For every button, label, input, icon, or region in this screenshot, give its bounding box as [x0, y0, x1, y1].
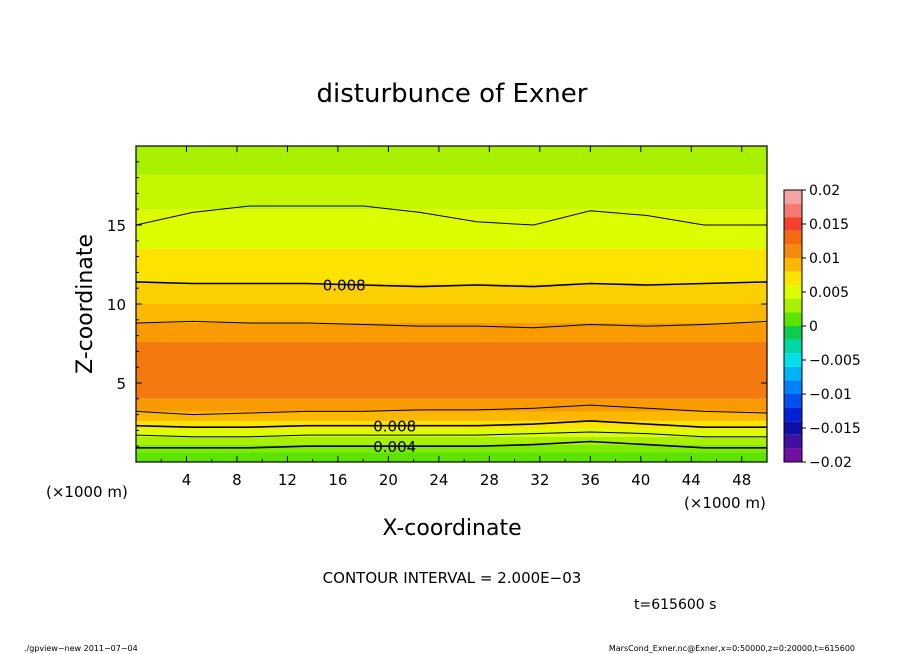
contour-line-4 [136, 420, 767, 429]
colorbar-tick-label-8: −0.02 [809, 455, 852, 471]
colorbar-swatch-10 [784, 326, 802, 340]
colorbar-tick-label-6: −0.01 [809, 387, 852, 403]
contour-band-9 [136, 304, 767, 323]
colorbar-swatch-5 [784, 258, 802, 272]
contour-label-6: 0.004 [373, 438, 416, 456]
colorbar-swatch-14 [784, 380, 802, 394]
contour-label-4: 0.008 [373, 418, 416, 436]
x-axis-unit-left: (×1000 m) [46, 483, 128, 501]
contour-band-5 [136, 411, 767, 421]
filled-contour-bands [136, 146, 767, 462]
x-tick-label-5: 24 [429, 471, 448, 489]
colorbar-swatch-19 [784, 448, 802, 462]
colorbar-swatch-16 [784, 407, 802, 422]
colorbar-swatch-6 [784, 271, 802, 286]
x-tick-label-0: 4 [182, 471, 192, 489]
colorbar-tick-label-2: 0.01 [809, 251, 840, 267]
footer-left-note: ./gpview−new 2011−07−04 [24, 644, 138, 653]
colorbar-swatch-7 [784, 285, 802, 299]
time-note: t=615600 s [634, 597, 716, 613]
chart-title: disturbunce of Exner [317, 79, 588, 109]
contour-lines [136, 205, 767, 449]
contour-labels: 0.008 0.008 0.004 [323, 277, 416, 457]
contour-band-4 [136, 420, 767, 429]
colorbar-tick-label-3: 0.005 [809, 285, 849, 301]
y-tick-label-1: 10 [107, 296, 126, 314]
plot-area [136, 146, 767, 462]
colorbar-tick-label-0: 0.02 [809, 183, 840, 199]
contour-label-1: 0.008 [323, 277, 366, 295]
contour-line-1 [136, 281, 767, 288]
colorbar-tick-label-5: −0.005 [809, 353, 861, 369]
colorbar-swatch-12 [784, 353, 802, 367]
colorbar-swatch-15 [784, 394, 802, 408]
x-tick-label-10: 44 [682, 471, 701, 489]
x-tick-label-9: 40 [631, 471, 650, 489]
y-axis-label: Z-coordinate [73, 234, 98, 374]
y-tick-label-2: 15 [107, 217, 126, 235]
contour-band-1 [136, 444, 767, 453]
y-tick-label-0: 5 [116, 375, 126, 393]
contour-band-11 [136, 248, 767, 284]
contour-band-13 [136, 174, 767, 210]
contour-band-10 [136, 283, 767, 304]
contour-band-6 [136, 398, 767, 412]
x-axis-label: X-coordinate [382, 516, 521, 541]
x-tick-label-2: 12 [278, 471, 297, 489]
colorbar-swatch-9 [784, 312, 802, 326]
colorbar-swatch-18 [784, 434, 802, 449]
contour-line-3 [136, 404, 767, 416]
x-tick-label-4: 20 [379, 471, 398, 489]
contour-band-7 [136, 341, 767, 399]
contour-band-8 [136, 322, 767, 342]
footer-right-note: MarsCond_Exner.nc@Exner,x=0:50000,z=0:20… [609, 644, 855, 653]
colorbar [783, 189, 803, 463]
x-axis-ticks: 4 8 12 16 20 24 28 32 36 40 44 48 [160, 146, 768, 489]
x-tick-label-6: 28 [480, 471, 499, 489]
contour-interval-note: CONTOUR INTERVAL = 2.000E−03 [323, 569, 582, 587]
x-axis-unit-right: (×1000 m) [684, 494, 766, 512]
contour-band-3 [136, 428, 767, 437]
x-tick-label-8: 36 [581, 471, 600, 489]
contour-band-2 [136, 436, 767, 445]
colorbar-swatch-1 [784, 203, 802, 218]
colorbar-swatch-4 [784, 244, 802, 258]
x-tick-label-7: 32 [530, 471, 549, 489]
colorbar-swatch-8 [784, 298, 802, 313]
colorbar-tick-label-7: −0.015 [809, 421, 861, 437]
x-tick-label-3: 16 [328, 471, 347, 489]
contour-band-14 [136, 146, 767, 175]
colorbar-swatch-0 [784, 190, 802, 204]
colorbar-tick-label-1: 0.015 [809, 217, 849, 233]
y-axis-ticks: 5 10 15 [107, 161, 767, 447]
colorbar-swatch-17 [784, 421, 802, 435]
colorbar-ticks: 0.02 0.015 0.01 0.005 0 −0.005 −0.01 −0.015 −0.0… [802, 183, 861, 471]
colorbar-swatch-2 [784, 217, 802, 231]
contour-line-5 [136, 431, 767, 438]
colorbar-tick-label-4: 0 [809, 319, 818, 335]
contour-band-0 [136, 452, 767, 462]
contour-line-2 [136, 320, 767, 329]
contour-line-0 [136, 205, 767, 226]
colorbar-swatch-11 [784, 339, 802, 354]
x-tick-label-11: 48 [732, 471, 751, 489]
contour-band-12 [136, 209, 767, 249]
colorbar-swatch-3 [784, 230, 802, 245]
contour-line-6 [136, 440, 767, 449]
x-tick-label-1: 8 [232, 471, 242, 489]
colorbar-swatch-13 [784, 366, 802, 381]
